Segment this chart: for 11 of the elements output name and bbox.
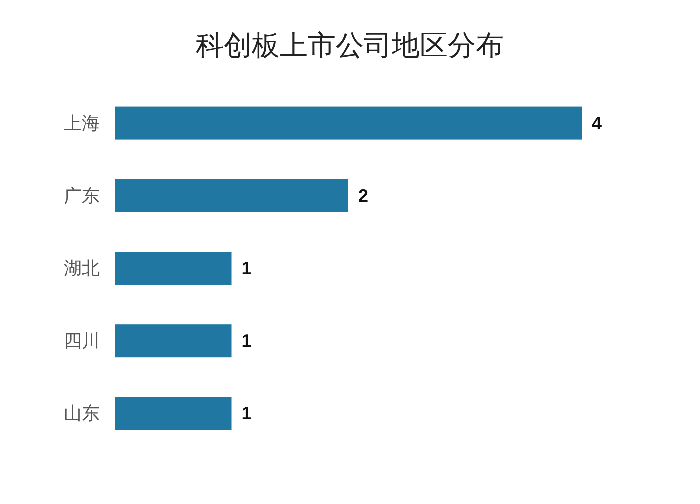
title: 科创板上市公司地区分布 [196,30,504,61]
data-label: 4 [592,113,602,134]
data-label: 1 [242,404,252,424]
data-label: 1 [242,258,252,278]
category: 四川 [64,331,100,352]
category: 山东 [64,404,100,424]
data-label: 2 [358,186,369,206]
category: 广东 [64,186,100,206]
data-label: 1 [242,331,252,352]
category: 湖北 [64,258,100,278]
category: 上海 [64,113,100,134]
